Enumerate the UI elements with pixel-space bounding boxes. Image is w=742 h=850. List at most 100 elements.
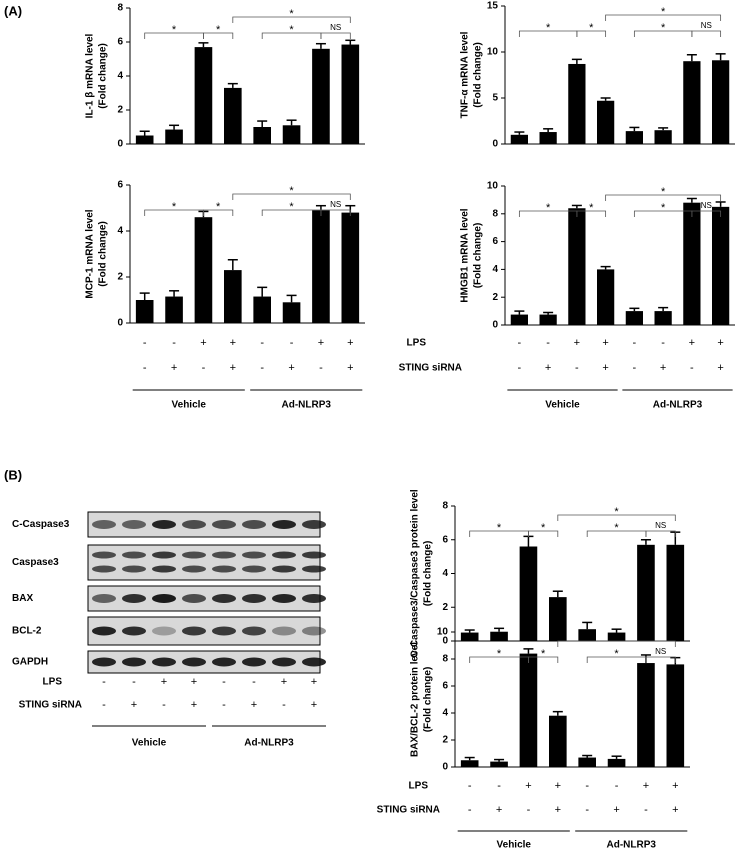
group-label: Ad-NLRP3 — [653, 400, 703, 411]
y-tick-label: 4 — [492, 264, 498, 275]
significance-bracket — [232, 193, 351, 200]
significance-bracket — [557, 514, 676, 521]
y-tick-label: 4 — [442, 708, 448, 719]
blot-label: C-Caspase3 — [12, 519, 70, 530]
blot-band — [212, 551, 236, 559]
condition-sign: - — [143, 337, 147, 349]
significance-label: NS — [701, 21, 712, 30]
y-tick-label: 10 — [437, 627, 449, 638]
blot-band — [302, 626, 326, 636]
blot-band — [152, 551, 176, 559]
blot-band — [92, 520, 116, 529]
condition-sign: + — [555, 804, 561, 816]
y-tick-label: 2 — [442, 602, 448, 613]
condition-sign: - — [260, 337, 264, 349]
condition-sign: - — [162, 699, 166, 711]
y-axis-label: (Fold change) — [98, 221, 109, 287]
significance-bracket — [605, 14, 722, 21]
blot-band — [122, 626, 146, 636]
bar — [683, 61, 701, 145]
bar — [607, 758, 626, 767]
condition-sign: + — [602, 337, 608, 349]
y-tick-label: 0 — [492, 320, 498, 331]
condition-sign: - — [102, 676, 106, 688]
significance-bracket — [203, 209, 234, 216]
bar — [683, 202, 701, 325]
blot-band — [182, 594, 206, 603]
significance-bracket — [691, 30, 722, 37]
condition-sign: + — [311, 676, 317, 688]
blot-band — [302, 657, 326, 667]
significance-label: * — [172, 201, 177, 213]
y-tick-label: 0 — [492, 139, 498, 150]
significance-bracket — [320, 32, 351, 39]
group-label: Ad-NLRP3 — [282, 400, 332, 411]
bar — [135, 300, 154, 323]
y-tick-label: 0 — [442, 762, 448, 773]
significance-bracket — [232, 16, 351, 23]
significance-label: * — [289, 201, 294, 213]
significance-label: * — [661, 6, 666, 18]
bar — [519, 546, 538, 641]
bar — [607, 632, 626, 641]
group-label: Vehicle — [497, 840, 532, 850]
blot-band — [92, 551, 116, 559]
panel-label: (B) — [4, 467, 22, 482]
y-axis-label: C-Caspase3/Caspase3 protein level — [410, 489, 421, 658]
blot-band — [242, 565, 266, 573]
condition-sign: + — [613, 804, 619, 816]
blot-band — [302, 565, 326, 573]
y-tick-label: 15 — [487, 1, 499, 12]
bar — [625, 131, 643, 144]
bar — [637, 663, 655, 767]
condition-sign: + — [672, 804, 678, 816]
blot-band — [272, 626, 296, 636]
significance-label: * — [497, 648, 502, 660]
significance-label: * — [541, 522, 546, 534]
condition-sign: + — [281, 676, 287, 688]
blot-band — [302, 551, 326, 559]
condition-label: LPS — [43, 677, 63, 688]
condition-sign: - — [172, 337, 176, 349]
significance-label: NS — [330, 200, 341, 209]
condition-sign: - — [319, 362, 323, 374]
panel-label: (A) — [4, 3, 22, 18]
condition-sign: - — [518, 362, 522, 374]
bar — [341, 44, 360, 144]
y-axis-label: IL-1 β mRNA level — [85, 33, 96, 118]
y-tick-label: 10 — [487, 47, 499, 58]
group-label: Vehicle — [172, 400, 207, 411]
condition-sign: + — [191, 676, 197, 688]
significance-label: * — [614, 648, 619, 660]
significance-label: NS — [330, 23, 341, 32]
significance-label: * — [614, 522, 619, 534]
significance-label: * — [289, 185, 294, 197]
condition-label: LPS — [409, 781, 429, 792]
bar — [597, 269, 615, 325]
condition-sign: + — [574, 337, 580, 349]
condition-sign: + — [717, 362, 723, 374]
bar — [654, 130, 672, 144]
y-tick-label: 4 — [117, 226, 123, 237]
condition-sign: - — [468, 780, 472, 792]
blot-band — [242, 657, 266, 667]
condition-sign: + — [496, 804, 502, 816]
condition-sign: - — [260, 362, 264, 374]
condition-sign: + — [347, 337, 353, 349]
group-label: Vehicle — [132, 738, 167, 749]
bar — [578, 629, 596, 641]
condition-sign: + — [200, 337, 206, 349]
blot-band — [242, 520, 266, 529]
blot-band — [152, 626, 176, 636]
condition-sign: + — [311, 699, 317, 711]
blot-band — [152, 520, 176, 529]
y-tick-label: 2 — [117, 272, 123, 283]
condition-sign: - — [468, 804, 472, 816]
significance-bracket — [576, 30, 607, 37]
condition-sign: - — [202, 362, 206, 374]
blot-band — [272, 551, 296, 559]
condition-sign: + — [131, 699, 137, 711]
significance-label: * — [661, 22, 666, 34]
blot-band — [122, 551, 146, 559]
